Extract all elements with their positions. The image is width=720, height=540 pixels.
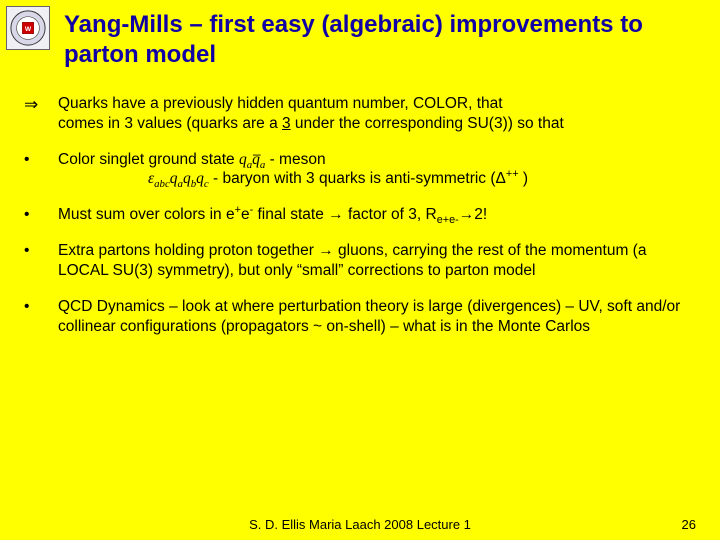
double-arrow-icon: ⇒ xyxy=(24,95,38,114)
b3-e: 2! xyxy=(474,206,487,223)
bullet-glyph: • xyxy=(24,297,58,337)
bullet-2: • Color singlet ground state qaq̅a - mes… xyxy=(24,150,696,190)
bullet-5: • QCD Dynamics – look at where perturbat… xyxy=(24,297,696,337)
bullet-4: • Extra partons holding proton together … xyxy=(24,241,696,281)
b3-d: factor of 3, R xyxy=(344,206,437,223)
b2-line2c: ) xyxy=(519,170,528,187)
b3-rsub: e+e- xyxy=(437,214,459,226)
slide-title: Yang-Mills – first easy (algebraic) impr… xyxy=(64,10,704,70)
b2-delta-sup: ++ xyxy=(506,168,519,180)
bullet-glyph: • xyxy=(24,241,58,281)
b2-epsilon: εabc xyxy=(148,170,170,187)
b2-qaqbqc: qaqbqc xyxy=(170,170,209,187)
b3-c: final state xyxy=(253,206,328,223)
b2-line2b: - baryon with 3 quarks is anti-symmetric… xyxy=(209,170,496,187)
b1-line2b: under the corresponding SU(3)) so that xyxy=(291,115,564,132)
b2-delta: Δ xyxy=(496,170,506,187)
b3-arrow: → xyxy=(328,206,344,223)
footer-text: S. D. Ellis Maria Laach 2008 Lecture 1 xyxy=(249,517,471,532)
b1-line2a: comes in 3 values (quarks are a xyxy=(58,115,282,132)
bullet-3: • Must sum over colors in e+e- final sta… xyxy=(24,205,696,225)
b3-a: Must sum over colors in e xyxy=(58,206,235,223)
b5-text: QCD Dynamics – look at where perturbatio… xyxy=(58,297,696,337)
b1-underline-3: 3 xyxy=(282,115,291,132)
slide-content: ⇒ Quarks have a previously hidden quantu… xyxy=(24,94,696,336)
b2-line1a: Color singlet ground state xyxy=(58,151,239,168)
footer: S. D. Ellis Maria Laach 2008 Lecture 1 2… xyxy=(0,517,720,532)
b2-qbar: q̅a xyxy=(252,151,265,168)
b4-text: Extra partons holding proton together → … xyxy=(58,241,696,281)
bullet-glyph: • xyxy=(24,150,58,190)
bullet-1: ⇒ Quarks have a previously hidden quantu… xyxy=(24,94,696,134)
b3-b: e xyxy=(241,206,250,223)
page-number: 26 xyxy=(682,517,696,532)
university-logo: W xyxy=(6,6,50,50)
b2-qa: qa xyxy=(239,151,252,168)
svg-text:W: W xyxy=(25,26,32,33)
b3-arrow2: → xyxy=(459,206,475,223)
b2-line1b: - meson xyxy=(265,151,325,168)
bullet-glyph: • xyxy=(24,205,58,225)
b1-line1: Quarks have a previously hidden quantum … xyxy=(58,95,503,112)
